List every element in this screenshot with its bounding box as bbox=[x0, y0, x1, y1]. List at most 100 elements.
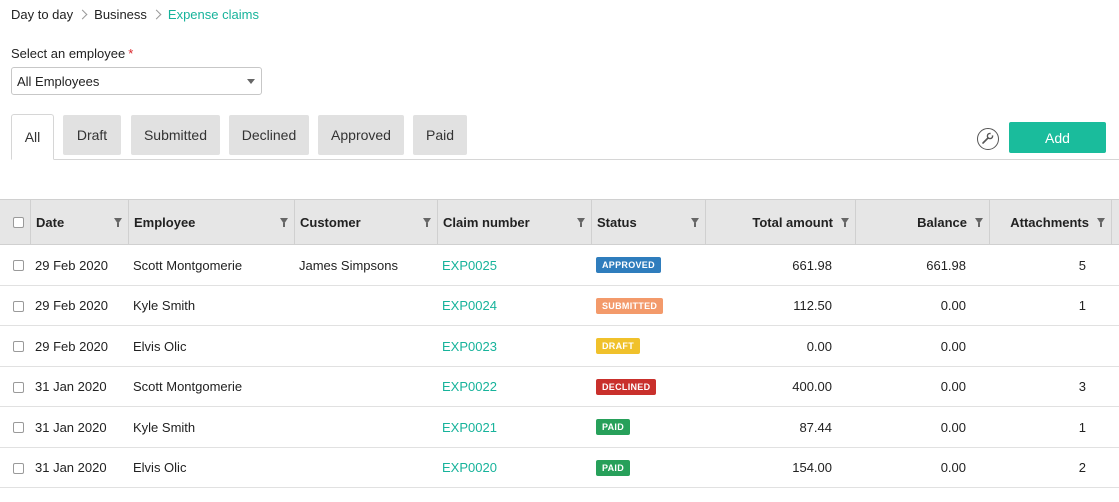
column-header-label: Status bbox=[597, 214, 637, 230]
employee-select-label: Select an employee * bbox=[11, 46, 133, 61]
tab-all[interactable]: All bbox=[11, 114, 54, 160]
status-badge: APPROVED bbox=[596, 257, 661, 273]
breadcrumb-business[interactable]: Business bbox=[94, 7, 147, 22]
column-header-label: Date bbox=[36, 214, 65, 230]
tab-draft[interactable]: Draft bbox=[63, 115, 121, 155]
column-header-label: Claim number bbox=[443, 214, 530, 230]
expense-claims-table: Date Employee Customer Claim number Stat… bbox=[0, 199, 1119, 488]
filter-icon[interactable] bbox=[114, 218, 122, 227]
wrench-icon[interactable] bbox=[977, 128, 999, 150]
cell-claim-number-link[interactable]: EXP0021 bbox=[442, 419, 497, 435]
status-badge: DRAFT bbox=[596, 338, 640, 354]
row-checkbox[interactable] bbox=[13, 462, 24, 474]
column-header-label: Customer bbox=[300, 214, 361, 230]
cell-date: 31 Jan 2020 bbox=[35, 419, 107, 435]
column-header-balance[interactable]: Balance bbox=[856, 200, 990, 244]
breadcrumb: Day to day Business Expense claims bbox=[11, 7, 259, 22]
cell-employee: Scott Montgomerie bbox=[133, 379, 243, 394]
cell-status: PAID bbox=[596, 407, 631, 447]
row-checkbox[interactable] bbox=[13, 341, 24, 352]
row-checkbox[interactable] bbox=[13, 260, 24, 271]
employee-select[interactable]: All Employees bbox=[11, 67, 262, 95]
cell-balance: 0.00 bbox=[940, 298, 966, 313]
tab-declined[interactable]: Declined bbox=[229, 115, 309, 155]
cell-balance: 0.00 bbox=[940, 419, 966, 435]
status-badge: PAID bbox=[596, 459, 631, 476]
cell-balance: 661.98 bbox=[926, 257, 966, 273]
cell-total-amount: 661.98 bbox=[792, 257, 832, 273]
column-header-attachments[interactable]: Attachments bbox=[990, 200, 1112, 244]
row-checkbox[interactable] bbox=[13, 422, 24, 433]
cell-attachments[interactable]: 2 bbox=[1078, 460, 1086, 475]
column-header-label: Attachments bbox=[1010, 214, 1089, 230]
cell-total-amount: 112.50 bbox=[793, 298, 832, 313]
filter-icon[interactable] bbox=[841, 218, 849, 227]
cell-employee: Elvis Olic bbox=[133, 338, 187, 354]
table-row[interactable]: 29 Feb 2020 Scott Montgomerie James Simp… bbox=[0, 245, 1119, 286]
filter-icon[interactable] bbox=[691, 218, 699, 227]
cell-employee: Elvis Olic bbox=[133, 460, 187, 475]
table-row[interactable]: 29 Feb 2020 Kyle Smith EXP0024 SUBMITTED… bbox=[0, 286, 1119, 326]
cell-attachments[interactable]: 3 bbox=[1078, 379, 1086, 394]
filter-icon[interactable] bbox=[1097, 218, 1105, 227]
cell-employee: Kyle Smith bbox=[133, 298, 196, 313]
add-button[interactable]: Add bbox=[1009, 122, 1106, 153]
column-header-claim-number[interactable]: Claim number bbox=[438, 200, 592, 244]
tab-submitted[interactable]: Submitted bbox=[131, 115, 220, 155]
cell-status: PAID bbox=[596, 448, 631, 488]
cell-customer: James Simpsons bbox=[299, 257, 398, 273]
select-all-cell bbox=[0, 200, 31, 244]
cell-attachments[interactable]: 1 bbox=[1078, 419, 1086, 435]
chevron-right-icon bbox=[151, 9, 162, 20]
chevron-right-icon bbox=[77, 9, 88, 20]
cell-attachments[interactable]: 1 bbox=[1078, 298, 1086, 313]
tab-paid[interactable]: Paid bbox=[413, 115, 467, 155]
cell-date: 31 Jan 2020 bbox=[35, 460, 107, 475]
cell-total-amount: 400.00 bbox=[792, 379, 832, 394]
table-row[interactable]: 31 Jan 2020 Scott Montgomerie EXP0022 DE… bbox=[0, 367, 1119, 407]
column-header-label: Total amount bbox=[752, 214, 833, 230]
table-header: Date Employee Customer Claim number Stat… bbox=[0, 199, 1119, 245]
column-header-date[interactable]: Date bbox=[31, 200, 129, 244]
breadcrumb-expense-claims: Expense claims bbox=[167, 7, 259, 22]
column-header-employee[interactable]: Employee bbox=[129, 200, 295, 244]
table-row[interactable]: 29 Feb 2020 Elvis Olic EXP0023 DRAFT 0.0… bbox=[0, 326, 1119, 367]
filter-icon[interactable] bbox=[280, 218, 288, 227]
column-header-customer[interactable]: Customer bbox=[295, 200, 438, 244]
cell-claim-number-link[interactable]: EXP0023 bbox=[442, 338, 497, 354]
cell-claim-number-link[interactable]: EXP0020 bbox=[442, 460, 497, 475]
column-header-label: Employee bbox=[134, 214, 196, 230]
cell-date: 29 Feb 2020 bbox=[35, 298, 109, 313]
filter-icon[interactable] bbox=[423, 218, 431, 227]
table-row[interactable]: 31 Jan 2020 Elvis Olic EXP0020 PAID 154.… bbox=[0, 448, 1119, 488]
column-header-status[interactable]: Status bbox=[592, 200, 706, 244]
cell-balance: 0.00 bbox=[940, 338, 966, 354]
row-checkbox[interactable] bbox=[13, 300, 24, 312]
filter-icon[interactable] bbox=[577, 218, 585, 227]
breadcrumb-day-to-day[interactable]: Day to day bbox=[11, 7, 74, 22]
cell-balance: 0.00 bbox=[940, 460, 966, 475]
tab-approved[interactable]: Approved bbox=[318, 115, 404, 155]
cell-balance: 0.00 bbox=[940, 379, 966, 394]
cell-claim-number-link[interactable]: EXP0025 bbox=[442, 257, 497, 273]
cell-attachments[interactable]: 5 bbox=[1078, 257, 1086, 273]
cell-total-amount: 87.44 bbox=[799, 419, 832, 435]
cell-date: 31 Jan 2020 bbox=[35, 379, 107, 394]
employee-select-value: All Employees bbox=[17, 74, 100, 89]
cell-claim-number-link[interactable]: EXP0022 bbox=[442, 379, 497, 394]
row-checkbox[interactable] bbox=[13, 381, 24, 393]
column-header-total-amount[interactable]: Total amount bbox=[706, 200, 856, 244]
cell-employee: Kyle Smith bbox=[133, 419, 196, 435]
filter-icon[interactable] bbox=[975, 218, 983, 227]
cell-employee: Scott Montgomerie bbox=[133, 257, 243, 273]
cell-total-amount: 154.00 bbox=[792, 460, 832, 475]
cell-date: 29 Feb 2020 bbox=[35, 257, 109, 273]
caret-down-icon bbox=[247, 79, 255, 84]
cell-claim-number-link[interactable]: EXP0024 bbox=[442, 298, 497, 313]
table-row[interactable]: 31 Jan 2020 Kyle Smith EXP0021 PAID 87.4… bbox=[0, 407, 1119, 448]
cell-attachments[interactable] bbox=[990, 326, 1086, 366]
cell-status: APPROVED bbox=[596, 245, 661, 285]
cell-status: DECLINED bbox=[596, 367, 657, 407]
tabs-divider bbox=[11, 159, 1119, 160]
select-all-checkbox[interactable] bbox=[13, 217, 24, 228]
